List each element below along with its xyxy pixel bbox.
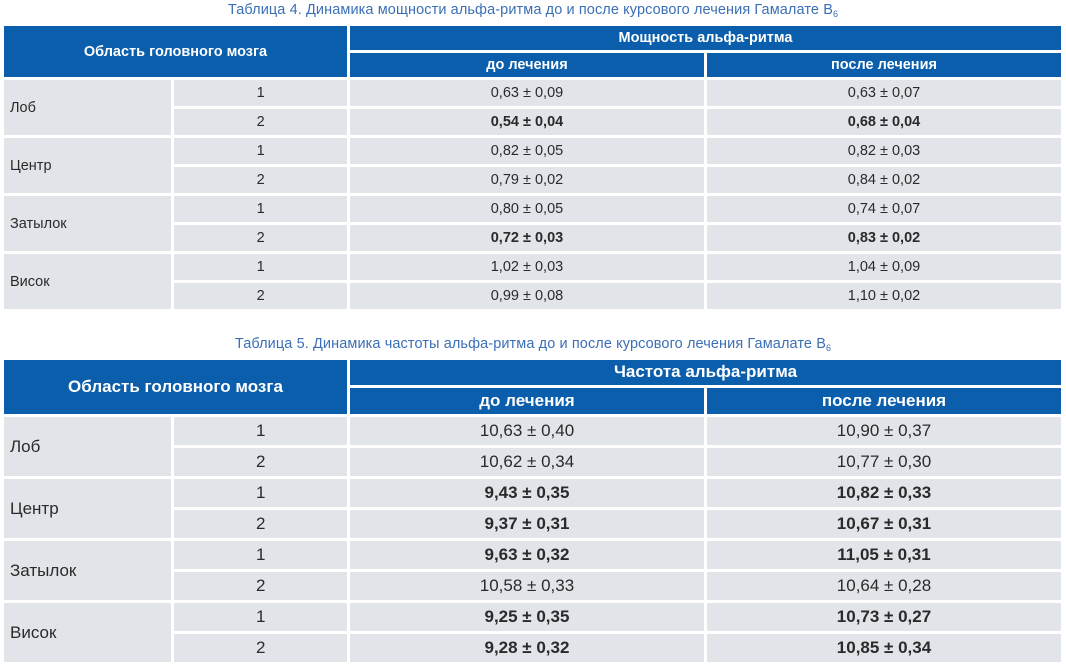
measurement-number-cell: 2 — [174, 448, 347, 476]
region-cell: Лоб — [4, 417, 172, 476]
after-value-cell: 10,90 ± 0,37 — [706, 417, 1061, 445]
measurement-number-cell: 2 — [174, 225, 347, 251]
table5-caption-subscript: 6 — [826, 343, 832, 353]
region-cell: Лоб — [4, 80, 172, 135]
after-value-cell: 11,05 ± 0,31 — [706, 541, 1061, 569]
before-value-cell: 0,99 ± 0,08 — [349, 283, 704, 309]
measurement-number-cell: 2 — [174, 283, 347, 309]
before-value-cell: 0,82 ± 0,05 — [349, 138, 704, 164]
before-value-cell: 10,58 ± 0,33 — [349, 572, 704, 600]
region-cell: Затылок — [4, 541, 172, 600]
measurement-number-cell: 2 — [174, 109, 347, 135]
before-value-cell: 9,63 ± 0,32 — [349, 541, 704, 569]
table-row: 2 10,58 ± 0,33 10,64 ± 0,28 — [4, 572, 1061, 600]
after-value-cell: 1,04 ± 0,09 — [706, 254, 1061, 280]
table5-after-header: после лечения — [706, 387, 1061, 414]
measurement-number-cell: 2 — [174, 510, 347, 538]
after-value-cell: 0,68 ± 0,04 — [706, 109, 1061, 135]
before-value-cell: 9,28 ± 0,32 — [349, 634, 704, 662]
after-value-cell: 10,67 ± 0,31 — [706, 510, 1061, 538]
table4-caption: Таблица 4. Динамика мощности альфа-ритма… — [0, 2, 1066, 19]
table-row: 2 0,79 ± 0,02 0,84 ± 0,02 — [4, 167, 1061, 193]
after-value-cell: 10,77 ± 0,30 — [706, 448, 1061, 476]
table5-body: Лоб 1 10,63 ± 0,40 10,90 ± 0,37 2 10,62 ± 0,3… — [4, 417, 1061, 662]
region-cell: Центр — [4, 138, 172, 193]
before-value-cell: 0,72 ± 0,03 — [349, 225, 704, 251]
table-row: 2 0,99 ± 0,08 1,10 ± 0,02 — [4, 283, 1061, 309]
table4-caption-subscript: 6 — [832, 9, 839, 19]
after-value-cell: 10,82 ± 0,33 — [706, 479, 1061, 507]
measurement-number-cell: 1 — [174, 417, 347, 445]
table-row: Висок 1 9,25 ± 0,35 10,73 ± 0,27 — [4, 603, 1061, 662]
table4-group-header: Мощность альфа-ритма — [349, 26, 1061, 50]
table4-before-header: до лечения — [349, 53, 704, 77]
table4-after-header: после лечения — [706, 53, 1061, 77]
table5-before-header: до лечения — [349, 387, 704, 414]
table5-area-header: Область головного мозга — [4, 360, 347, 414]
table5-caption: Таблица 5. Динамика частоты альфа-ритма … — [0, 336, 1066, 353]
region-cell: Затылок — [4, 196, 172, 251]
table-row: Лоб 1 0,63 ± 0,09 0,63 ± 0,07 — [4, 80, 1061, 135]
table4-alpha-power: Область головного мозга Мощность альфа-р… — [1, 23, 1064, 312]
table-row: 2 0,72 ± 0,03 0,83 ± 0,02 — [4, 225, 1061, 251]
measurement-number-cell: 1 — [174, 138, 347, 164]
region-cell: Висок — [4, 603, 172, 662]
table4-caption-text: Таблица 4. Динамика мощности альфа-ритма… — [227, 2, 833, 18]
before-value-cell: 10,62 ± 0,34 — [349, 448, 704, 476]
table-row: 2 9,28 ± 0,32 10,85 ± 0,34 — [4, 634, 1061, 662]
table-row: 2 10,62 ± 0,34 10,77 ± 0,30 — [4, 448, 1061, 476]
after-value-cell: 0,74 ± 0,07 — [706, 196, 1061, 222]
before-value-cell: 0,63 ± 0,09 — [349, 80, 704, 106]
after-value-cell: 0,63 ± 0,07 — [706, 80, 1061, 106]
table4-body: Лоб 1 0,63 ± 0,09 0,63 ± 0,07 2 0,54 ± 0,04 0,… — [4, 80, 1061, 309]
table-row: Центр 1 9,43 ± 0,35 10,82 ± 0,33 — [4, 479, 1061, 538]
after-value-cell: 0,83 ± 0,02 — [706, 225, 1061, 251]
before-value-cell: 9,25 ± 0,35 — [349, 603, 704, 631]
table5-caption-text: Таблица 5. Динамика частоты альфа-ритма … — [234, 336, 826, 352]
measurement-number-cell: 1 — [174, 80, 347, 106]
measurement-number-cell: 2 — [174, 634, 347, 662]
before-value-cell: 10,63 ± 0,40 — [349, 417, 704, 445]
after-value-cell: 10,85 ± 0,34 — [706, 634, 1061, 662]
measurement-number-cell: 1 — [174, 254, 347, 280]
table-row: 2 9,37 ± 0,31 10,67 ± 0,31 — [4, 510, 1061, 538]
region-cell: Центр — [4, 479, 172, 538]
before-value-cell: 0,80 ± 0,05 — [349, 196, 704, 222]
measurement-number-cell: 2 — [174, 167, 347, 193]
after-value-cell: 1,10 ± 0,02 — [706, 283, 1061, 309]
measurement-number-cell: 1 — [174, 196, 347, 222]
table-row: Затылок 1 9,63 ± 0,32 11,05 ± 0,31 — [4, 541, 1061, 600]
before-value-cell: 9,43 ± 0,35 — [349, 479, 704, 507]
table5-alpha-frequency: Область головного мозга Частота альфа-ри… — [1, 357, 1064, 665]
before-value-cell: 9,37 ± 0,31 — [349, 510, 704, 538]
region-cell: Висок — [4, 254, 172, 309]
measurement-number-cell: 1 — [174, 603, 347, 631]
after-value-cell: 0,84 ± 0,02 — [706, 167, 1061, 193]
before-value-cell: 1,02 ± 0,03 — [349, 254, 704, 280]
measurement-number-cell: 1 — [174, 479, 347, 507]
table-row: Висок 1 1,02 ± 0,03 1,04 ± 0,09 — [4, 254, 1061, 309]
before-value-cell: 0,54 ± 0,04 — [349, 109, 704, 135]
table-row: Центр 1 0,82 ± 0,05 0,82 ± 0,03 — [4, 138, 1061, 193]
table-row: Затылок 1 0,80 ± 0,05 0,74 ± 0,07 — [4, 196, 1061, 251]
table-row: Лоб 1 10,63 ± 0,40 10,90 ± 0,37 — [4, 417, 1061, 476]
table4-area-header: Область головного мозга — [4, 26, 347, 77]
measurement-number-cell: 2 — [174, 572, 347, 600]
after-value-cell: 10,73 ± 0,27 — [706, 603, 1061, 631]
before-value-cell: 0,79 ± 0,02 — [349, 167, 704, 193]
measurement-number-cell: 1 — [174, 541, 347, 569]
after-value-cell: 10,64 ± 0,28 — [706, 572, 1061, 600]
after-value-cell: 0,82 ± 0,03 — [706, 138, 1061, 164]
table-row: 2 0,54 ± 0,04 0,68 ± 0,04 — [4, 109, 1061, 135]
table5-group-header: Частота альфа-ритма — [349, 360, 1061, 385]
